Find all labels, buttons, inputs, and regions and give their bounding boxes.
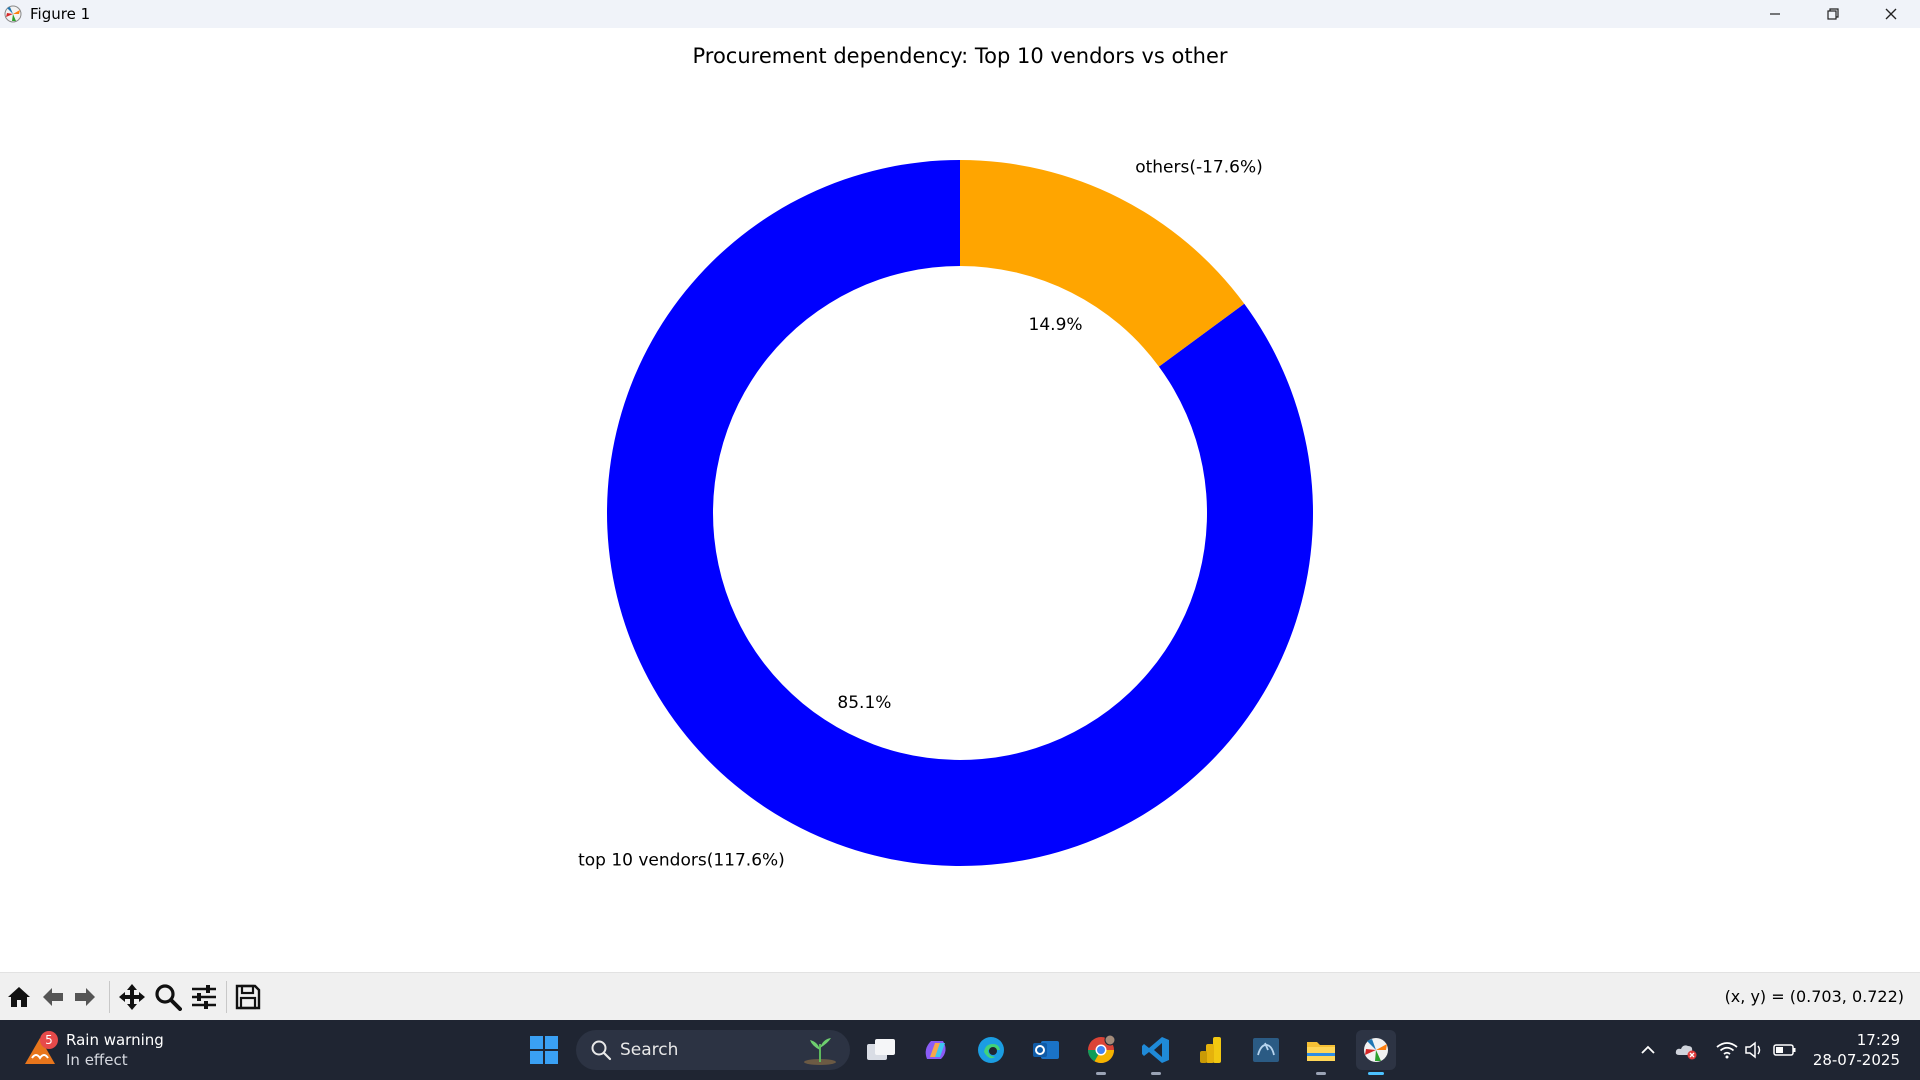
configure-subplots-icon <box>192 985 216 1009</box>
vscode-icon <box>1142 1037 1169 1063</box>
matplotlib-figure-icon <box>1364 1038 1388 1062</box>
matplotlib-toolbar: (x, y) = (0.703, 0.722) <box>0 972 1920 1020</box>
weather-warning-icon: 5 <box>22 1031 58 1068</box>
power-bi-button[interactable] <box>1191 1030 1231 1070</box>
window-title-bar: Figure 1 <box>0 0 1920 28</box>
pct-label-top-10-vendors: 85.1% <box>837 693 891 713</box>
minimize-button[interactable] <box>1746 0 1804 28</box>
outlook-button[interactable] <box>1026 1030 1066 1070</box>
windows-taskbar: 5 Rain warning In effect Search <box>0 1020 1920 1080</box>
weather-title: Rain warning <box>66 1031 164 1049</box>
configure-subplots-button[interactable] <box>188 981 220 1013</box>
mysql-workbench-button[interactable] <box>1246 1030 1286 1070</box>
file-explorer-button[interactable] <box>1301 1030 1341 1075</box>
weather-widget[interactable]: 5 Rain warning In effect <box>22 1028 164 1072</box>
clock-date: 28-07-2025 <box>1812 1051 1900 1069</box>
file-explorer-icon <box>1307 1042 1335 1061</box>
minimize-icon <box>1770 13 1780 15</box>
onedrive-status[interactable] <box>1674 1038 1698 1062</box>
copilot-button[interactable] <box>916 1030 956 1070</box>
forward-icon <box>75 988 95 1006</box>
restore-icon <box>1827 8 1839 20</box>
windows-start-icon <box>530 1036 558 1064</box>
home-icon <box>8 987 30 1007</box>
taskbar-search[interactable]: Search <box>576 1030 850 1070</box>
edge-icon <box>978 1037 1004 1063</box>
zoom-icon <box>155 984 182 1011</box>
label-top-10-vendors: top 10 vendors(117.6%) <box>578 851 785 871</box>
chart-title: Procurement dependency: Top 10 vendors v… <box>692 44 1227 68</box>
chevron-up-icon <box>1641 1045 1655 1054</box>
search-placeholder: Search <box>620 1040 679 1060</box>
back-button[interactable] <box>37 981 69 1013</box>
weather-badge: 5 <box>40 1031 58 1049</box>
search-highlight-plant-icon <box>804 1038 836 1065</box>
figure-canvas[interactable]: Procurement dependency: Top 10 vendors v… <box>0 28 1920 972</box>
close-icon <box>1885 8 1897 20</box>
restore-button[interactable] <box>1804 0 1862 28</box>
power-bi-icon <box>1200 1037 1221 1063</box>
home-button[interactable] <box>3 981 35 1013</box>
battery-icon <box>1773 1044 1796 1056</box>
speaker-icon <box>1745 1041 1761 1059</box>
vscode-button[interactable] <box>1136 1030 1176 1075</box>
slice-top-10-vendors <box>607 160 1313 866</box>
zoom-button[interactable] <box>152 981 184 1013</box>
weather-subtitle: In effect <box>66 1051 128 1069</box>
matplotlib-figure-button[interactable] <box>1356 1030 1396 1075</box>
close-button[interactable] <box>1862 0 1920 28</box>
forward-button[interactable] <box>69 981 101 1013</box>
search-icon <box>591 1040 612 1061</box>
mysql-workbench-icon <box>1253 1038 1279 1062</box>
pan-icon <box>119 984 145 1010</box>
system-clock[interactable]: 17:29 28-07-2025 <box>1813 1030 1900 1070</box>
wifi-status[interactable] <box>1715 1038 1739 1062</box>
save-icon <box>235 984 261 1010</box>
battery-status[interactable] <box>1773 1038 1797 1062</box>
save-button[interactable] <box>232 981 264 1013</box>
cursor-coordinates: (x, y) = (0.703, 0.722) <box>1724 987 1904 1006</box>
task-view-button[interactable] <box>861 1030 901 1070</box>
copilot-icon <box>925 1041 946 1059</box>
start-button[interactable] <box>524 1030 564 1070</box>
chrome-button[interactable] <box>1081 1030 1121 1075</box>
matplotlib-app-icon <box>2 3 24 25</box>
edge-button[interactable] <box>971 1030 1011 1070</box>
window-title: Figure 1 <box>30 5 91 23</box>
volume-status[interactable] <box>1743 1038 1767 1062</box>
pan-button[interactable] <box>116 981 148 1013</box>
pct-label-others: 14.9% <box>1029 315 1083 335</box>
outlook-icon <box>1033 1041 1059 1059</box>
label-others: others(-17.6%) <box>1135 157 1263 177</box>
back-icon <box>43 988 63 1006</box>
donut-chart: Procurement dependency: Top 10 vendors v… <box>578 44 1313 871</box>
show-hidden-icons-button[interactable] <box>1636 1038 1660 1062</box>
task-view-icon <box>867 1039 895 1060</box>
wifi-icon <box>1716 1042 1738 1059</box>
chrome-icon <box>1087 1034 1116 1064</box>
onedrive-error-icon <box>1675 1045 1697 1060</box>
clock-time: 17:29 <box>1856 1031 1900 1049</box>
slice-others <box>960 160 1245 367</box>
